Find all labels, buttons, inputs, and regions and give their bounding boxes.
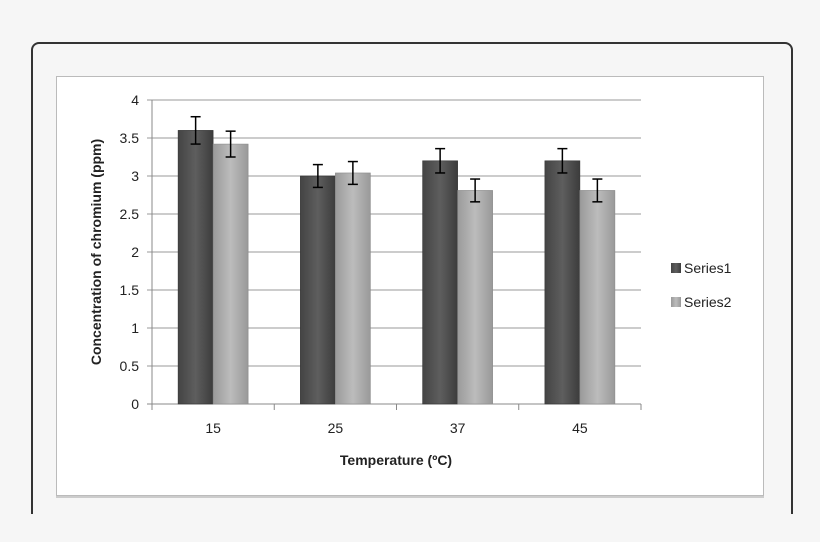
x-tick-label: 25 bbox=[328, 420, 344, 436]
y-tick-label: 3 bbox=[131, 168, 139, 184]
y-tick-label: 4 bbox=[131, 92, 139, 108]
bar-series1 bbox=[422, 160, 458, 405]
legend-label: Series1 bbox=[684, 260, 732, 276]
bar-series2 bbox=[212, 143, 249, 405]
legend-label: Series2 bbox=[684, 294, 732, 310]
x-tick-label: 45 bbox=[572, 420, 588, 436]
y-tick-label: 1 bbox=[131, 320, 139, 336]
legend-swatch-series2 bbox=[671, 297, 681, 307]
y-tick-label: 2 bbox=[131, 244, 139, 260]
y-tick-label: 3.5 bbox=[120, 130, 140, 146]
bar-series2 bbox=[457, 190, 493, 405]
x-tick-label: 37 bbox=[450, 420, 466, 436]
bar-series2 bbox=[335, 172, 371, 405]
y-tick-label: 0.5 bbox=[120, 358, 140, 374]
y-tick-label: 2.5 bbox=[120, 206, 140, 222]
y-tick-label: 0 bbox=[131, 396, 139, 412]
y-axis-label: Concentration of chromium (ppm) bbox=[88, 139, 104, 365]
chart-area bbox=[56, 76, 764, 496]
bar-series1 bbox=[300, 175, 336, 405]
x-axis-label: Temperature (ºC) bbox=[340, 452, 452, 468]
bar-series1 bbox=[544, 160, 581, 405]
x-tick-label: 15 bbox=[205, 420, 221, 436]
legend-swatch-series1 bbox=[671, 263, 681, 273]
y-tick-label: 1.5 bbox=[120, 282, 140, 298]
bar-series1 bbox=[177, 130, 214, 405]
bar-series2 bbox=[579, 190, 616, 405]
